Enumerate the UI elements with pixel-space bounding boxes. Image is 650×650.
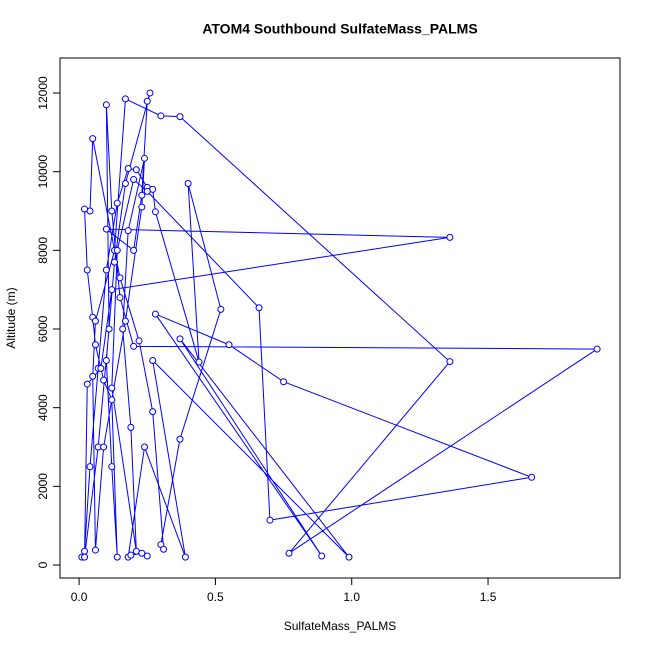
- x-axis-label: SulfateMass_PALMS: [284, 619, 397, 633]
- data-point: [116, 274, 124, 282]
- x-tick-label: 0.5: [207, 590, 224, 604]
- data-point: [81, 205, 89, 213]
- data-point: [176, 335, 184, 343]
- data-point: [102, 356, 110, 364]
- data-point: [108, 384, 116, 392]
- data-point: [176, 435, 184, 443]
- data-point: [318, 552, 326, 560]
- data-point: [91, 341, 99, 349]
- data-point: [86, 463, 94, 471]
- data-point: [255, 304, 263, 312]
- data-point: [105, 325, 113, 333]
- data-point: [149, 356, 157, 364]
- data-point: [138, 191, 146, 199]
- data-point: [130, 176, 138, 184]
- data-point: [130, 342, 138, 350]
- data-point: [83, 380, 91, 388]
- data-point: [97, 364, 105, 372]
- data-point: [143, 97, 151, 105]
- data-point: [130, 246, 138, 254]
- y-axis-label: Altitude (m): [4, 287, 18, 348]
- data-point: [113, 246, 121, 254]
- data-point: [124, 227, 132, 235]
- data-point: [102, 266, 110, 274]
- data-point: [138, 203, 146, 211]
- data-point: [280, 378, 288, 386]
- y-tick-label: 8000: [36, 237, 50, 264]
- data-point: [116, 294, 124, 302]
- y-tick-label: 2000: [36, 473, 50, 500]
- chart-title: ATOM4 Southbound SulfateMass_PALMS: [202, 21, 477, 37]
- data-point: [108, 463, 116, 471]
- data-point: [143, 552, 151, 560]
- data-point: [121, 317, 129, 325]
- data-point: [138, 549, 146, 557]
- data-point: [225, 341, 233, 349]
- data-point: [89, 372, 97, 380]
- y-tick-label: 12000: [36, 76, 50, 110]
- data-point: [184, 179, 192, 187]
- data-point: [285, 549, 293, 557]
- data-point: [217, 305, 225, 313]
- data-point: [113, 199, 121, 207]
- data-point: [446, 233, 454, 241]
- data-point: [345, 553, 353, 561]
- data-point: [151, 208, 159, 216]
- data-point: [81, 553, 89, 561]
- data-point: [91, 317, 99, 325]
- data-point: [160, 545, 168, 553]
- data-point: [108, 396, 116, 404]
- data-point: [91, 546, 99, 554]
- data-point: [108, 207, 116, 215]
- data-point: [135, 337, 143, 345]
- data-point: [121, 179, 129, 187]
- data-point: [113, 553, 121, 561]
- data-point: [124, 165, 132, 173]
- data-point: [108, 286, 116, 294]
- data-point: [181, 553, 189, 561]
- data-point: [528, 473, 536, 481]
- data-point: [141, 154, 149, 162]
- data-point: [102, 225, 110, 233]
- y-tick-label: 10000: [36, 155, 50, 189]
- data-point: [100, 376, 108, 384]
- data-point: [127, 423, 135, 431]
- y-tick-label: 6000: [36, 315, 50, 342]
- data-point: [111, 258, 119, 266]
- data-point: [593, 345, 601, 353]
- x-tick-label: 1.0: [343, 590, 360, 604]
- data-point: [149, 408, 157, 416]
- data-point: [446, 358, 454, 366]
- data-point: [119, 325, 127, 333]
- x-tick-label: 0.0: [71, 590, 88, 604]
- data-point: [132, 166, 140, 174]
- data-point: [141, 443, 149, 451]
- data-point: [195, 358, 203, 366]
- data-point: [102, 101, 110, 109]
- data-point: [143, 187, 151, 195]
- data-point: [266, 516, 274, 524]
- x-tick-label: 1.5: [480, 590, 497, 604]
- plot-frame: [59, 57, 621, 579]
- data-point: [83, 266, 91, 274]
- y-tick-label: 0: [36, 561, 50, 568]
- data-point: [146, 89, 154, 97]
- data-point: [157, 112, 165, 120]
- data-point: [121, 95, 129, 103]
- data-point: [89, 135, 97, 143]
- data-point: [176, 113, 184, 121]
- y-tick-label: 4000: [36, 394, 50, 421]
- data-point: [100, 443, 108, 451]
- data-point: [151, 310, 159, 318]
- data-point: [127, 551, 135, 559]
- data-point: [81, 547, 89, 555]
